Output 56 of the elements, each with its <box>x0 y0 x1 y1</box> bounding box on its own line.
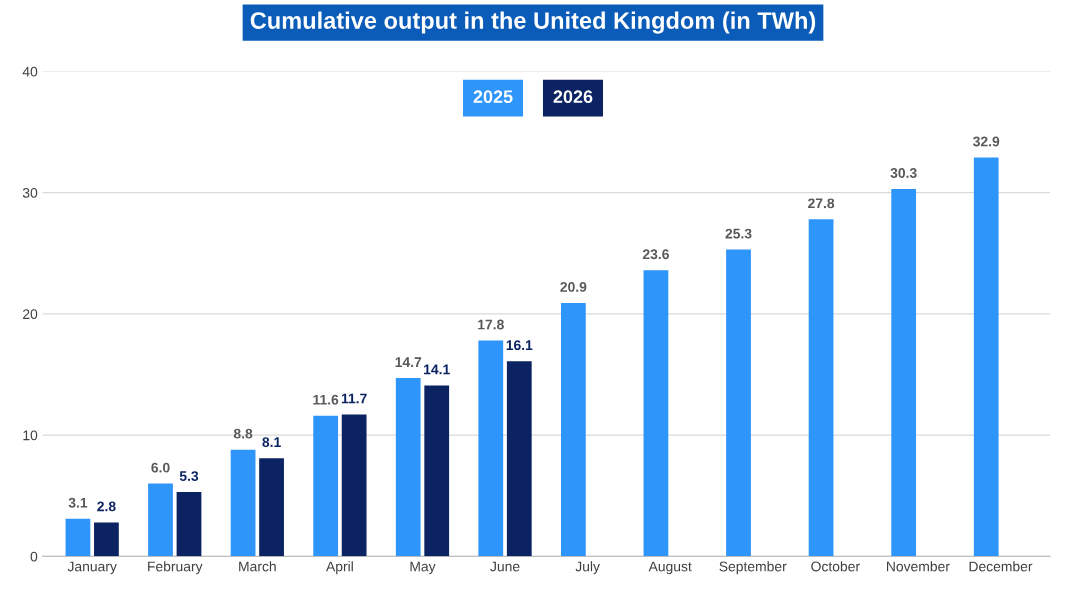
data-label: 17.8 <box>478 319 504 330</box>
data-label: 23.6 <box>642 249 669 260</box>
y-tick-label: 30 <box>22 187 38 198</box>
data-label: 2.8 <box>97 501 116 512</box>
y-tick-label: 20 <box>23 309 38 320</box>
y-tick-label: 40 <box>22 66 38 77</box>
bar <box>808 219 834 557</box>
data-label: 30.3 <box>890 168 917 178</box>
bar <box>176 492 202 557</box>
data-label: 14.1 <box>424 364 450 375</box>
x-tick-label: February <box>148 561 203 575</box>
bar <box>643 270 669 557</box>
x-tick-label: June <box>490 561 520 572</box>
x-tick-label: October <box>811 561 860 572</box>
bar <box>341 414 367 557</box>
data-label: 3.1 <box>68 497 88 508</box>
bar <box>726 249 751 557</box>
y-tick-label: 0 <box>30 551 38 562</box>
text: 2026 <box>553 90 593 104</box>
x-tick-label: April <box>326 561 353 575</box>
bar <box>891 188 917 557</box>
data-label: 14.7 <box>395 357 422 367</box>
data-label: 8.8 <box>233 428 253 439</box>
bar <box>973 157 999 557</box>
data-label: 27.8 <box>808 198 835 209</box>
data-label: 5.3 <box>179 471 199 482</box>
bar <box>506 361 532 557</box>
bar <box>148 483 173 557</box>
bar <box>65 518 91 557</box>
data-label: 16.1 <box>506 340 533 351</box>
data-label: 20.9 <box>560 282 587 292</box>
bar <box>560 302 586 557</box>
bar <box>424 385 450 557</box>
x-tick-label: May <box>410 561 436 575</box>
bar <box>395 378 421 557</box>
bar <box>259 458 284 557</box>
bar <box>478 340 504 557</box>
x-tick-label: January <box>67 561 117 575</box>
data-label: 11.7 <box>341 393 367 404</box>
bar <box>313 415 339 557</box>
x-tick-label: March <box>239 561 276 572</box>
x-tick-label: September <box>719 561 787 575</box>
bar <box>230 449 256 557</box>
data-label: 11.6 <box>313 394 339 405</box>
data-label: 25.3 <box>725 228 752 239</box>
x-tick-label: December <box>969 561 1033 572</box>
data-label: 32.9 <box>973 136 1000 147</box>
x-tick-label: July <box>575 561 600 575</box>
data-label: 8.1 <box>262 437 281 448</box>
bar <box>94 522 119 557</box>
x-tick-label: August <box>648 561 692 575</box>
chart-title: Cumulative output in the United Kingdom (in TWh) <box>250 11 816 34</box>
y-tick-label: 10 <box>23 430 38 441</box>
data-label: 6.0 <box>151 462 170 473</box>
text: 2025 <box>473 90 513 104</box>
x-tick-label: November <box>887 561 950 572</box>
